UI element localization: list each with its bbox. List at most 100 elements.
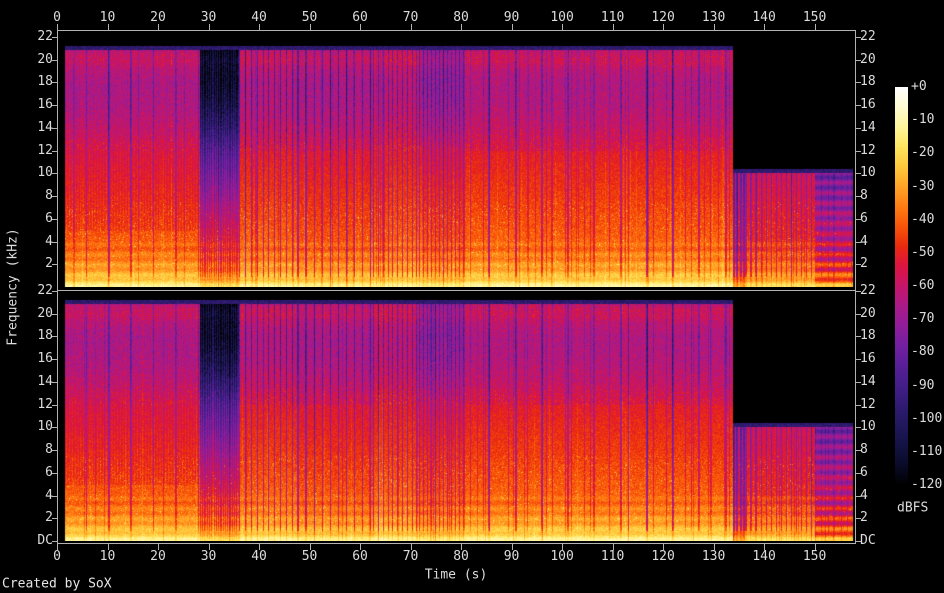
colorbar-tick-label: -100 — [911, 410, 943, 426]
time-tick-label: 110 — [600, 549, 625, 564]
freq-tick — [856, 336, 861, 338]
freq-tick-label: 8 — [860, 442, 868, 458]
freq-tick — [52, 518, 57, 520]
freq-tick-label: 6 — [45, 210, 53, 226]
time-tick — [208, 544, 210, 550]
time-tick — [107, 24, 109, 30]
colorbar-tick-label: -10 — [911, 112, 935, 128]
freq-tick — [856, 264, 861, 266]
freq-tick-label: 22 — [37, 283, 53, 298]
freq-tick-label: 22 — [860, 283, 876, 298]
time-tick-label: 30 — [200, 10, 217, 25]
time-tick-label: 150 — [802, 10, 827, 25]
time-tick-label: 110 — [600, 10, 625, 25]
time-tick — [663, 544, 665, 550]
time-tick-label: 70 — [402, 549, 419, 564]
freq-tick-label: DC — [860, 533, 876, 548]
freq-tick — [52, 105, 57, 107]
freq-tick-label: 2 — [45, 256, 53, 272]
freq-tick — [856, 105, 861, 107]
freq-tick — [52, 404, 57, 406]
freq-tick — [856, 359, 861, 361]
time-tick — [612, 24, 614, 30]
colorbar-tick-label: -120 — [911, 477, 943, 492]
colorbar-tick-label: -20 — [911, 145, 935, 161]
time-tick — [663, 24, 665, 30]
time-tick — [158, 24, 159, 30]
x-axis-title: Time (s) — [424, 567, 488, 583]
freq-tick — [52, 541, 57, 542]
freq-tick — [856, 450, 861, 452]
freq-tick-label: 10 — [37, 419, 53, 435]
freq-tick-label: 22 — [37, 29, 53, 44]
freq-tick-label: 14 — [37, 373, 53, 389]
freq-tick — [52, 196, 57, 198]
freq-tick — [52, 59, 57, 61]
time-tick — [57, 544, 58, 550]
spectrogram-channel-2 — [58, 291, 855, 541]
time-tick-label: 30 — [200, 549, 217, 564]
time-tick — [764, 544, 766, 550]
freq-tick — [856, 541, 861, 542]
time-tick-label: 70 — [402, 10, 419, 25]
freq-tick — [856, 37, 861, 38]
freq-tick-label: 10 — [860, 165, 876, 181]
time-tick-label: 120 — [651, 549, 675, 564]
freq-tick-label: 18 — [860, 74, 876, 90]
freq-tick-label: 2 — [45, 510, 53, 526]
freq-tick — [856, 241, 861, 243]
time-tick — [713, 24, 715, 30]
freq-tick — [856, 472, 861, 474]
freq-tick-label: 14 — [860, 373, 876, 389]
freq-tick — [52, 472, 57, 474]
time-tick — [511, 24, 513, 30]
colorbar-tick-label: -80 — [911, 344, 935, 360]
time-tick — [814, 544, 816, 550]
freq-tick-label: 10 — [860, 419, 876, 435]
freq-tick — [856, 291, 861, 292]
freq-tick — [52, 495, 57, 497]
time-tick-label: 40 — [251, 10, 267, 25]
freq-tick — [52, 291, 57, 292]
colorbar-gradient — [895, 87, 908, 485]
colorbar-tick-label: -60 — [911, 278, 935, 293]
time-tick — [309, 544, 311, 550]
time-tick — [764, 24, 766, 30]
time-tick-label: 120 — [651, 10, 675, 25]
time-tick-label: 80 — [453, 10, 469, 25]
freq-tick-label: 4 — [860, 233, 868, 249]
time-tick-label: 90 — [503, 549, 520, 564]
freq-tick — [856, 381, 861, 383]
freq-tick — [52, 427, 57, 429]
freq-tick-label: 20 — [860, 51, 876, 67]
freq-tick — [52, 173, 57, 175]
time-tick — [57, 24, 58, 30]
freq-tick — [856, 127, 861, 129]
channel-divider-line — [57, 290, 856, 291]
time-tick — [107, 544, 109, 550]
colorbar-tick-label: -90 — [911, 377, 935, 393]
freq-tick-label: 20 — [37, 51, 53, 67]
freq-tick — [52, 150, 57, 152]
freq-tick-label: 14 — [37, 119, 53, 135]
time-tick — [158, 544, 159, 550]
freq-tick-label: 12 — [860, 396, 876, 412]
freq-tick-label: 6 — [860, 210, 868, 226]
bottom-axis-line — [57, 543, 856, 544]
freq-tick-label: 18 — [37, 328, 53, 344]
time-tick-label: 0 — [53, 549, 61, 564]
freq-tick-label: 12 — [860, 142, 876, 158]
freq-tick — [52, 37, 57, 38]
time-tick — [461, 24, 463, 30]
freq-tick-label: 2 — [860, 256, 868, 272]
y-axis-title: Frequency (kHz) — [5, 228, 21, 346]
time-tick — [562, 544, 564, 550]
time-tick-label: 10 — [99, 549, 116, 564]
time-tick-label: 40 — [251, 549, 267, 564]
freq-tick-label: 8 — [45, 188, 53, 204]
time-tick — [461, 544, 463, 550]
freq-tick — [856, 404, 861, 406]
freq-tick-label: 2 — [860, 510, 868, 526]
time-tick-label: 60 — [352, 549, 368, 564]
